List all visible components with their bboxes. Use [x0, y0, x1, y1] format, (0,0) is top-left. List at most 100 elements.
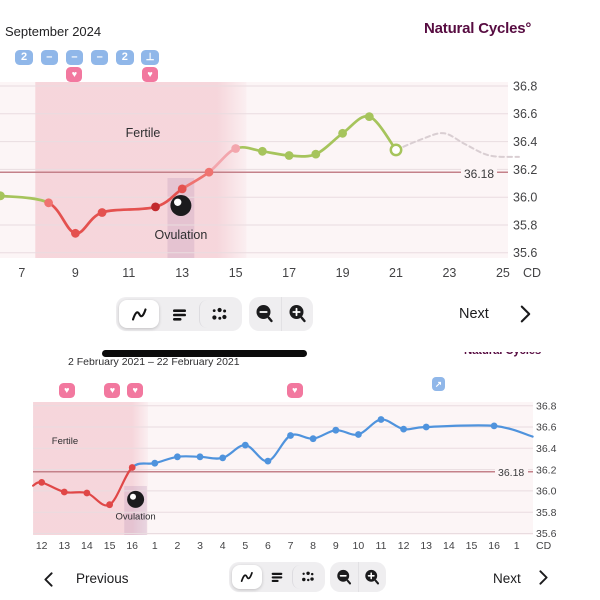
data-point[interactable]	[174, 453, 181, 461]
day-count-badge[interactable]: –	[90, 50, 109, 65]
bars-icon	[172, 308, 186, 321]
chevron-right-icon[interactable]	[539, 570, 548, 585]
bar-view-button-2[interactable]	[262, 565, 292, 589]
x-tick-label: 11	[122, 266, 135, 280]
y-tick-label: 35.6	[513, 246, 537, 260]
x-tick-label: 15	[104, 540, 116, 552]
data-point[interactable]	[177, 184, 187, 194]
data-point[interactable]	[83, 489, 91, 497]
data-point[interactable]	[264, 457, 272, 465]
dot-view-button-2[interactable]	[292, 565, 322, 589]
data-point[interactable]	[151, 202, 160, 212]
data-point[interactable]	[106, 501, 113, 509]
x-tick-label: 6	[265, 540, 271, 552]
data-point[interactable]	[196, 453, 204, 461]
y-tick-label: 36.6	[513, 107, 537, 121]
data-point[interactable]	[231, 144, 241, 153]
data-point[interactable]	[44, 198, 53, 208]
data-point[interactable]	[377, 416, 385, 423]
ovulation-marker	[170, 195, 192, 216]
day-count-badge[interactable]: –	[65, 50, 84, 65]
coverline-label: 36.18	[498, 467, 524, 479]
day-count-badge[interactable]: –	[40, 50, 58, 65]
natural-cycles-logo: Natural Cycles°	[424, 20, 532, 37]
next-button[interactable]: Next	[459, 306, 489, 322]
data-point[interactable]	[38, 479, 46, 486]
data-point[interactable]	[355, 431, 362, 438]
data-point[interactable]	[422, 423, 430, 431]
heart-badge[interactable]: ♥	[286, 383, 303, 398]
natural-cycles-logo-text: Natural Cycles°	[464, 352, 556, 357]
lh-test-badge[interactable]: ⊥	[141, 50, 159, 65]
chevron-right-icon[interactable]	[520, 305, 531, 323]
data-point[interactable]	[60, 488, 68, 496]
x-tick-label: 14	[443, 540, 455, 552]
data-point[interactable]	[219, 454, 227, 462]
temperature-chart-september[interactable]: 36.18 Fertile Ovulation 7 9 11 13 15 17 19 21 23 25 C…	[0, 0, 600, 292]
natural-cycles-logo-clipped: Natural Cycles°	[464, 352, 556, 361]
data-point[interactable]	[287, 432, 294, 439]
temperature-line-segment	[493, 424, 534, 438]
line-chart-view-button[interactable]	[119, 300, 159, 328]
data-point[interactable]	[309, 435, 317, 443]
x-tick-label: 19	[336, 266, 350, 280]
data-point[interactable]	[204, 167, 214, 177]
ovulation-label: Ovulation	[154, 228, 207, 242]
line-chart-view-button-2[interactable]	[232, 565, 262, 589]
heart-badge[interactable]: ♥	[66, 67, 83, 82]
data-point[interactable]	[338, 128, 347, 138]
dots-icon	[301, 571, 314, 582]
heart-badge[interactable]: ♥	[127, 383, 144, 398]
zoom-in-button[interactable]	[281, 297, 313, 331]
data-point[interactable]	[71, 228, 80, 238]
data-point[interactable]	[284, 151, 294, 160]
zoom-control	[249, 297, 313, 331]
chart-type-segmented-control	[116, 297, 242, 331]
data-point[interactable]	[128, 464, 136, 471]
zoom-out-button-2[interactable]	[330, 562, 358, 592]
chart1-month-title: September 2024	[5, 24, 102, 39]
x-tick-label: 15	[229, 266, 243, 280]
zoom-in-button-2[interactable]	[358, 562, 386, 592]
ovulation-label: Ovulation	[116, 511, 156, 522]
chart2-date-range-text: 2 February 2021 – 22 February 2021	[68, 358, 240, 368]
y-tick-label: 36.8	[536, 400, 557, 412]
dot-view-button[interactable]	[199, 300, 239, 328]
heart-badge[interactable]: ♥	[142, 67, 158, 82]
coverline-label-bg	[495, 465, 528, 479]
data-point[interactable]	[241, 441, 249, 449]
previous-button[interactable]: Previous	[76, 571, 129, 586]
x-axis-unit-label: CD	[536, 540, 552, 552]
data-point[interactable]	[258, 146, 267, 156]
y-tick-label: 35.8	[536, 507, 557, 519]
data-point[interactable]	[400, 425, 407, 433]
heart-badge[interactable]: ♥	[58, 383, 75, 398]
zoom-out-button[interactable]	[249, 297, 281, 331]
link-out-badge[interactable]: ↗	[431, 377, 446, 391]
day-count-badge[interactable]: 2	[15, 50, 33, 65]
open-data-point[interactable]	[389, 143, 403, 157]
x-tick-label: 1	[514, 540, 520, 552]
data-point[interactable]	[364, 112, 374, 121]
day-count-badge[interactable]: 2	[116, 50, 134, 65]
data-point[interactable]	[0, 191, 5, 201]
data-point[interactable]	[97, 208, 107, 217]
x-tick-label: 9	[72, 266, 79, 280]
heart-badge[interactable]: ♥	[104, 383, 121, 398]
chart2-date-range: 2 February 2021 – 22 February 2021	[68, 358, 328, 371]
bar-view-button[interactable]	[159, 300, 199, 328]
data-point[interactable]	[311, 149, 321, 159]
x-tick-label: 10	[353, 540, 365, 552]
next-button-2[interactable]: Next	[493, 571, 521, 586]
data-point[interactable]	[151, 459, 159, 467]
data-point[interactable]	[490, 422, 498, 430]
x-axis-unit-label: CD	[523, 266, 541, 280]
ovulation-marker	[127, 490, 145, 508]
data-point[interactable]	[332, 426, 340, 434]
x-tick-label: 21	[389, 266, 403, 280]
chevron-left-icon[interactable]	[44, 572, 53, 587]
y-tick-label: 36.0	[513, 191, 537, 205]
x-tick-label: 9	[333, 540, 339, 552]
